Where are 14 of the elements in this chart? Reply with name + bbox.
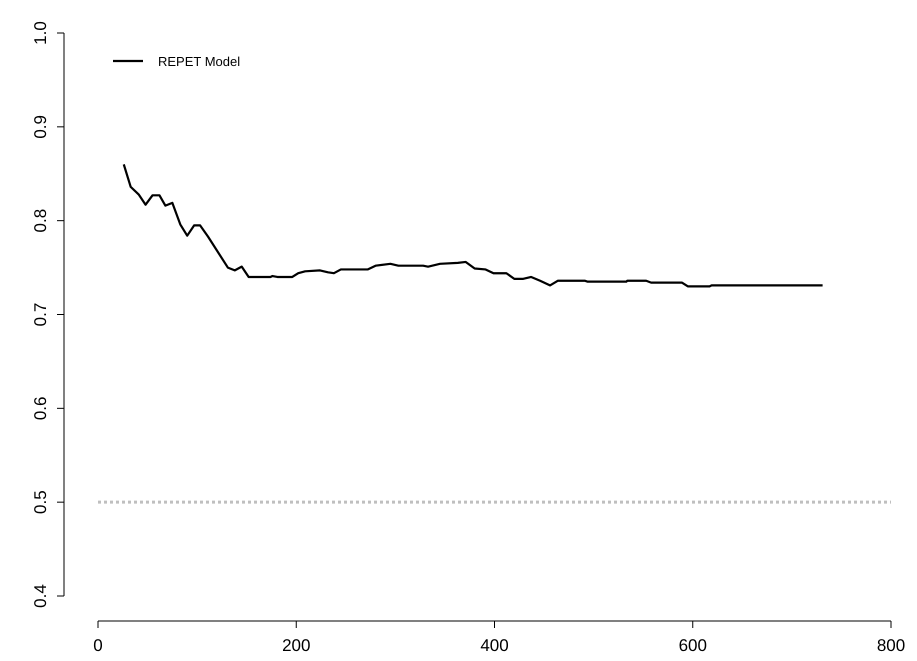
line-series <box>122 163 824 288</box>
y-tick-label: 0.4 <box>31 584 50 608</box>
x-tick-label: 0 <box>93 636 103 655</box>
y-tick-label: 1.0 <box>31 21 50 45</box>
legend-label: REPET Model <box>158 54 240 69</box>
x-tick-label: 400 <box>480 636 509 655</box>
y-tick-label: 0.8 <box>31 208 50 232</box>
x-tick-label: 200 <box>282 636 310 655</box>
y-tick-label: 0.5 <box>31 490 50 514</box>
y-tick-label: 0.6 <box>31 396 50 420</box>
x-tick-label: 600 <box>678 636 707 655</box>
y-tick-label: 0.9 <box>31 115 50 139</box>
y-tick-label: 0.7 <box>31 302 50 326</box>
x-tick-label: 800 <box>876 636 906 655</box>
